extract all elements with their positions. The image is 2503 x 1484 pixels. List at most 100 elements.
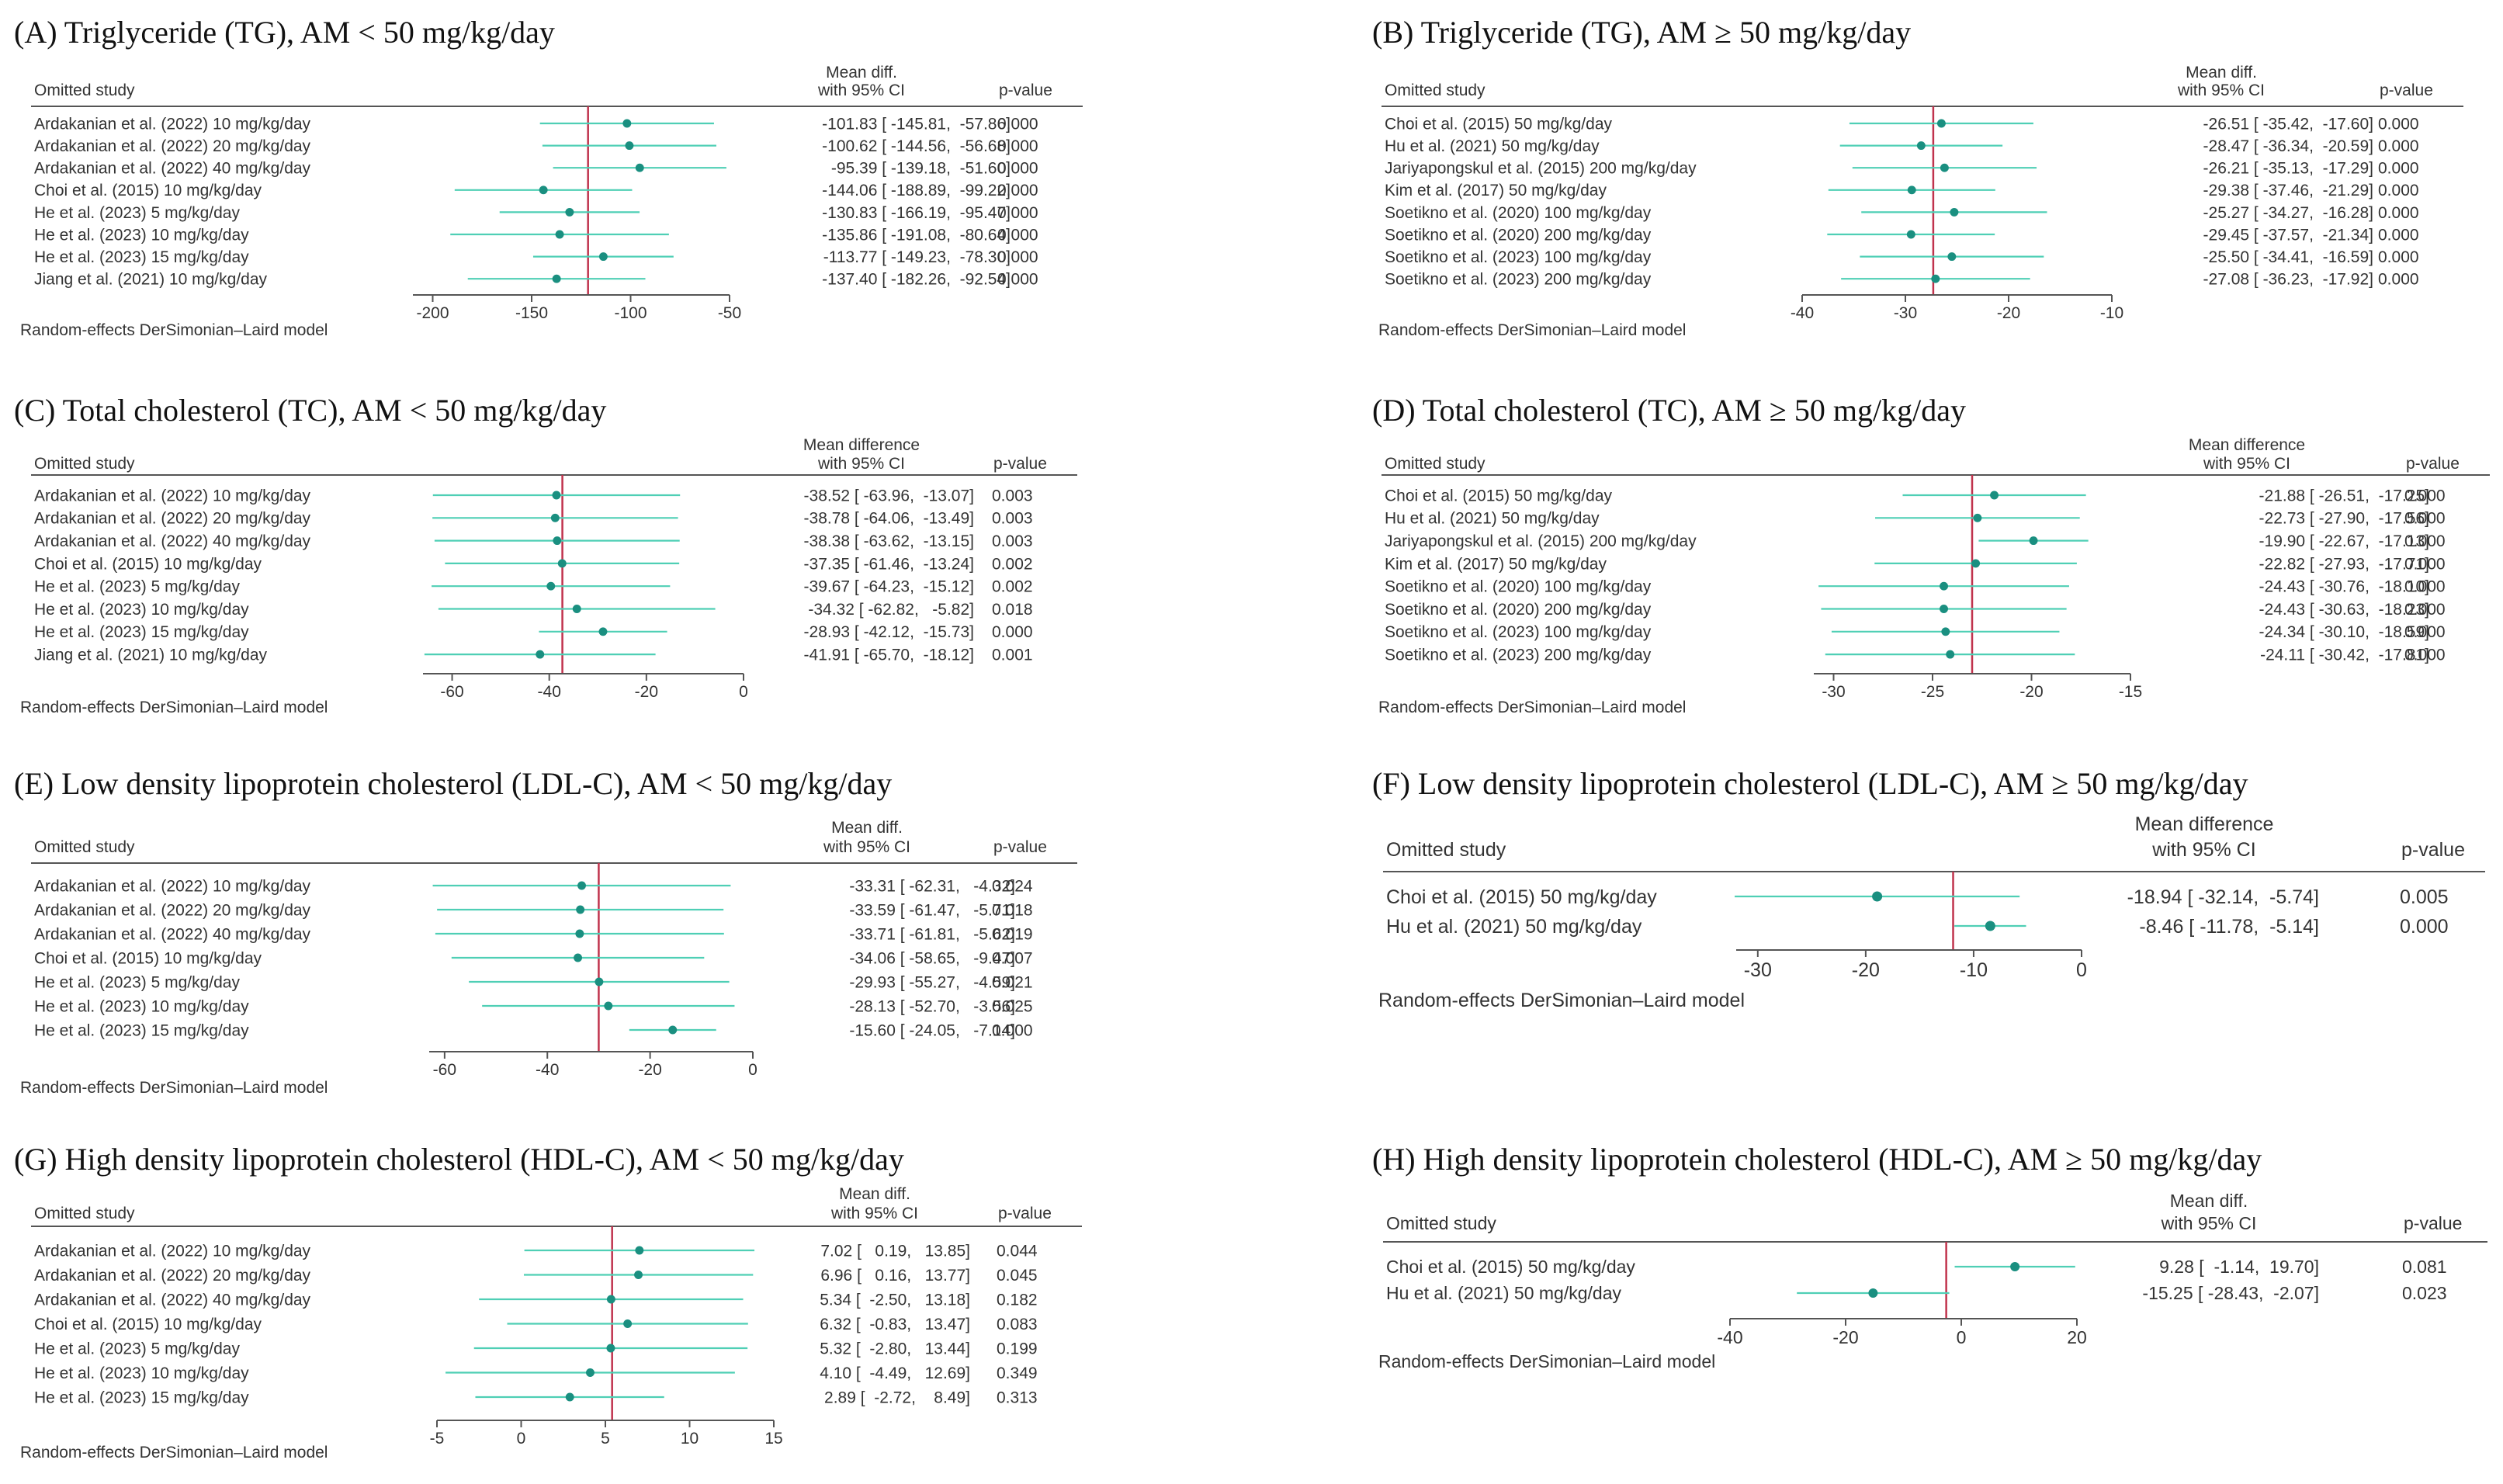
panel-a-row: He et al. (2023) 5 mg/kg/day -130.83 [ -1… <box>34 204 1038 222</box>
panel-f-row: Hu et al. (2021) 50 mg/kg/day -8.46 [ -11… <box>1386 916 2449 938</box>
panel-g-p-value: 0.044 <box>997 1242 1038 1260</box>
panel-c-tick-label: -20 <box>635 683 658 701</box>
panel-b-point-estimate <box>1936 119 1946 128</box>
panel-g-study-label: Ardakanian et al. (2022) 10 mg/kg/day <box>34 1242 311 1260</box>
panel-f-effect-text: -18.94 [ -32.14, -5.74] <box>2127 886 2319 908</box>
panel-e-header-effect-1: Mean diff. <box>831 819 903 837</box>
panel-c-p-value: 0.000 <box>992 623 1033 641</box>
panel-c-title: (C) Total cholesterol (TC), AM < 50 mg/k… <box>14 393 606 428</box>
panel-e-effect-text: -34.06 [ -58.65, -9.47] <box>849 949 1015 967</box>
panel-h-title: (H) High density lipoprotein cholesterol… <box>1372 1142 2262 1177</box>
panel-d-p-value: 0.000 <box>2404 578 2446 596</box>
panel-f-tick-label: -30 <box>1744 959 1772 981</box>
panel-b-row: Soetikno et al. (2023) 100 mg/kg/day -25.… <box>1385 248 2419 266</box>
panel-d-tick-label: -15 <box>2119 683 2142 701</box>
panel-c-effect-text: -38.52 [ -63.96, -13.07] <box>804 487 974 504</box>
panel-c-p-value: 0.018 <box>992 601 1033 619</box>
panel-c-point-estimate <box>598 627 608 636</box>
panel-g-point-estimate <box>634 1271 643 1279</box>
panel-e-row: Ardakanian et al. (2022) 20 mg/kg/day -33… <box>34 901 1033 919</box>
panel-b: (B) Triglyceride (TG), AM ≥ 50 mg/kg/day… <box>1372 15 2463 339</box>
panel-a-header-study: Omitted study <box>34 81 135 99</box>
panel-g-tick-label: -5 <box>430 1430 445 1448</box>
panel-c-study-label: Ardakanian et al. (2022) 10 mg/kg/day <box>34 487 311 504</box>
panel-b-point-estimate <box>1931 274 1940 283</box>
panel-a-point-estimate <box>539 186 548 195</box>
panel-d-row: Soetikno et al. (2023) 100 mg/kg/day -24.… <box>1385 623 2446 641</box>
panel-h-p-value: 0.023 <box>2402 1283 2447 1303</box>
panel-g-study-label: Ardakanian et al. (2022) 40 mg/kg/day <box>34 1291 311 1309</box>
panel-e-x-axis: -60 -40 -20 0 <box>429 1051 757 1079</box>
panel-g-row: He et al. (2023) 5 mg/kg/day 5.32 [ -2.80… <box>34 1340 1038 1357</box>
panel-b-point-estimate <box>1906 230 1915 239</box>
panel-g-point-estimate <box>606 1344 615 1353</box>
panel-a-point-estimate <box>598 252 608 262</box>
panel-c-effect-text: -41.91 [ -65.70, -18.12] <box>804 646 974 664</box>
panel-e-point-estimate <box>575 929 584 938</box>
panel-c-x-axis: -60 -40 -20 0 <box>423 673 748 701</box>
panel-a-row: He et al. (2023) 15 mg/kg/day -113.77 [ -… <box>34 248 1038 266</box>
panel-c-effect-text: -28.93 [ -42.12, -15.73] <box>804 623 974 641</box>
panel-h-header-study: Omitted study <box>1386 1213 1496 1233</box>
panel-a-effect-text: -130.83 [ -166.19, -95.47] <box>822 204 1011 222</box>
panel-b-effect-text: -25.50 [ -34.41, -16.59] <box>2203 248 2373 266</box>
panel-d-point-estimate <box>1973 513 1982 522</box>
panel-a-effect-text: -144.06 [ -188.89, -99.22] <box>822 182 1011 199</box>
panel-g-x-axis: -5 0 5 10 15 <box>430 1420 783 1448</box>
panel-f: (F) Low density lipoprotein cholesterol … <box>1372 766 2485 1011</box>
panel-b-study-label: Choi et al. (2015) 50 mg/kg/day <box>1385 115 1612 133</box>
panel-e-row: He et al. (2023) 10 mg/kg/day -28.13 [ -5… <box>34 997 1033 1015</box>
panel-f-model-note: Random-effects DerSimonian–Laird model <box>1378 990 1745 1011</box>
panel-d-effect-text: -22.82 [ -27.93, -17.71] <box>2259 555 2429 573</box>
panel-d-tick-label: -20 <box>2019 683 2043 701</box>
panel-e-point-estimate <box>595 977 604 986</box>
panel-b-effect-text: -29.45 [ -37.57, -21.34] <box>2203 226 2373 244</box>
panel-b-point-estimate <box>1907 186 1916 195</box>
panel-a-p-value: 0.000 <box>997 204 1038 222</box>
panel-g-title: (G) High density lipoprotein cholesterol… <box>14 1142 904 1177</box>
panel-d-row: Soetikno et al. (2020) 100 mg/kg/day -24.… <box>1385 578 2446 596</box>
panel-e-point-estimate <box>577 881 586 890</box>
panel-h-header-effect-1: Mean diff. <box>2170 1191 2248 1211</box>
panel-a-study-label: He et al. (2023) 15 mg/kg/day <box>34 248 249 266</box>
panel-h-model-note: Random-effects DerSimonian–Laird model <box>1378 1351 1715 1371</box>
panel-e-tick-label: 0 <box>748 1061 757 1079</box>
panel-a-study-label: Ardakanian et al. (2022) 20 mg/kg/day <box>34 137 311 155</box>
panel-a-p-value: 0.000 <box>997 137 1038 155</box>
panel-d-row: Soetikno et al. (2020) 200 mg/kg/day -24.… <box>1385 601 2446 619</box>
panel-g-tick-label: 15 <box>764 1430 782 1448</box>
panel-c-p-value: 0.003 <box>992 487 1033 504</box>
panel-e-header-pvalue: p-value <box>993 838 1047 856</box>
panel-a-study-label: He et al. (2023) 10 mg/kg/day <box>34 226 249 244</box>
panel-e-p-value: 0.000 <box>992 1021 1033 1039</box>
panel-e-header-study: Omitted study <box>34 838 135 856</box>
panel-b-header-pvalue: p-value <box>2380 81 2433 99</box>
panel-a-x-axis: -200 -150 -100 -50 <box>413 294 741 322</box>
panel-d-study-label: Soetikno et al. (2020) 200 mg/kg/day <box>1385 601 1652 619</box>
panel-b-row: Choi et al. (2015) 50 mg/kg/day -26.51 [ … <box>1385 115 2419 133</box>
panel-f-tick-label: -10 <box>1960 959 1988 981</box>
panel-a-p-value: 0.000 <box>997 226 1038 244</box>
panel-c-header-effect-2: with 95% CI <box>817 455 905 473</box>
panel-g-row: Ardakanian et al. (2022) 20 mg/kg/day 6.9… <box>34 1267 1038 1285</box>
panel-c-header-effect-1: Mean difference <box>803 436 920 454</box>
panel-c-point-estimate <box>572 605 581 613</box>
panel-d-point-estimate <box>1940 605 1948 613</box>
panel-c-tick-label: -60 <box>440 683 463 701</box>
panel-a-study-label: He et al. (2023) 5 mg/kg/day <box>34 204 240 222</box>
panel-d-p-value: 0.000 <box>2404 510 2446 528</box>
panel-a-effect-text: -95.39 [ -139.18, -51.60] <box>831 160 1011 178</box>
panel-c-row: He et al. (2023) 5 mg/kg/day -39.67 [ -64… <box>34 578 1033 596</box>
panel-b-effect-text: -25.27 [ -34.27, -16.28] <box>2203 204 2373 222</box>
panel-h-header-pvalue: p-value <box>2404 1213 2462 1233</box>
panel-a-effect-text: -113.77 [ -149.23, -78.30] <box>823 248 1011 266</box>
panel-b-point-estimate <box>1947 252 1957 262</box>
panel-d-x-axis: -30 -25 -20 -15 <box>1814 673 2142 701</box>
panel-e-point-estimate <box>576 905 585 914</box>
panel-a-p-value: 0.000 <box>997 115 1038 133</box>
panel-a-tick-label: -200 <box>416 304 449 322</box>
panel-c-row: Ardakanian et al. (2022) 40 mg/kg/day -38… <box>34 532 1033 550</box>
panel-e-p-value: 0.018 <box>992 901 1033 919</box>
panel-a-row: Ardakanian et al. (2022) 10 mg/kg/day -10… <box>34 115 1038 133</box>
panel-d-title: (D) Total cholesterol (TC), AM ≥ 50 mg/k… <box>1372 393 1966 428</box>
